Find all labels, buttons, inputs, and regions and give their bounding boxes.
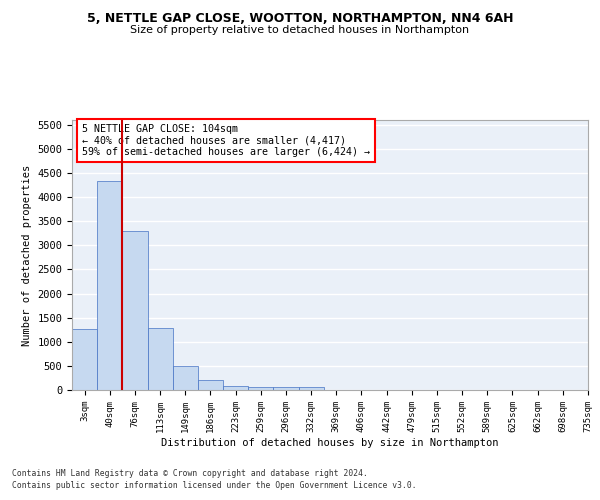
Bar: [223, 386, 248, 390]
Text: Contains public sector information licensed under the Open Government Licence v3: Contains public sector information licen…: [12, 481, 416, 490]
Bar: [248, 386, 274, 390]
X-axis label: Distribution of detached houses by size in Northampton: Distribution of detached houses by size …: [161, 438, 499, 448]
Bar: [173, 366, 198, 390]
Bar: [198, 380, 223, 390]
Text: 5, NETTLE GAP CLOSE, WOOTTON, NORTHAMPTON, NN4 6AH: 5, NETTLE GAP CLOSE, WOOTTON, NORTHAMPTO…: [87, 12, 513, 26]
Y-axis label: Number of detached properties: Number of detached properties: [22, 164, 32, 346]
Bar: [299, 388, 324, 390]
Text: 5 NETTLE GAP CLOSE: 104sqm
← 40% of detached houses are smaller (4,417)
59% of s: 5 NETTLE GAP CLOSE: 104sqm ← 40% of deta…: [82, 124, 370, 157]
Text: Size of property relative to detached houses in Northampton: Size of property relative to detached ho…: [130, 25, 470, 35]
Bar: [148, 328, 173, 390]
Text: Contains HM Land Registry data © Crown copyright and database right 2024.: Contains HM Land Registry data © Crown c…: [12, 468, 368, 477]
Bar: [274, 388, 299, 390]
Bar: [72, 329, 97, 390]
Bar: [97, 181, 122, 390]
Bar: [122, 231, 148, 390]
